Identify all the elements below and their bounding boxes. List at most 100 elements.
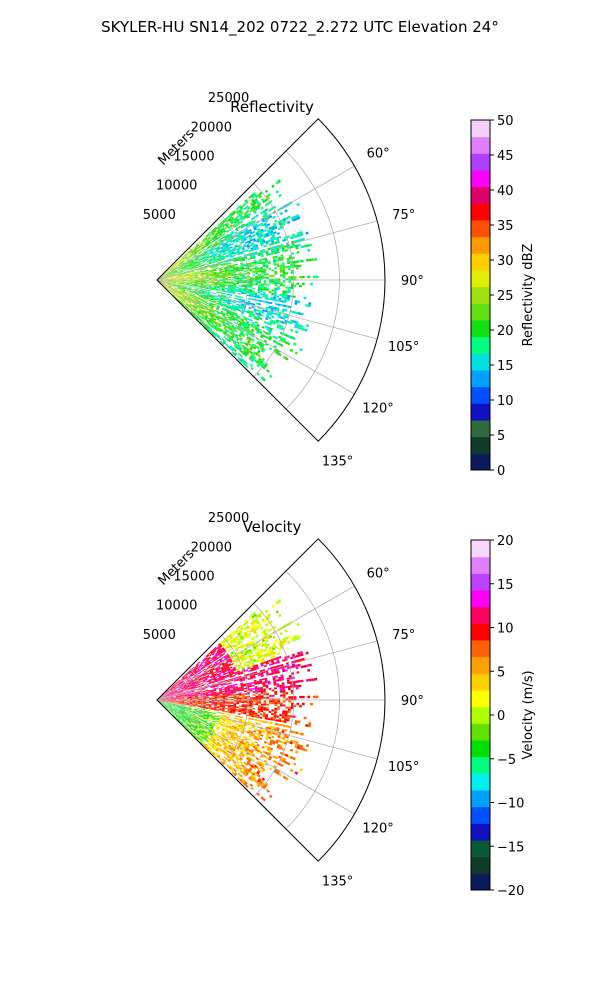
data-cell bbox=[216, 251, 220, 254]
data-cell bbox=[229, 240, 233, 243]
data-cell bbox=[240, 207, 244, 211]
data-cell bbox=[264, 609, 269, 614]
data-cell bbox=[196, 244, 199, 247]
data-cell bbox=[263, 229, 267, 232]
data-cell bbox=[271, 240, 275, 244]
data-cell bbox=[203, 244, 207, 248]
data-cell bbox=[162, 278, 166, 279]
data-cell bbox=[238, 309, 242, 313]
data-cell bbox=[314, 257, 318, 261]
data-cell bbox=[255, 277, 259, 279]
data-cell bbox=[242, 235, 246, 239]
data-cell bbox=[269, 301, 273, 305]
data-cell bbox=[215, 302, 219, 305]
data-cell bbox=[241, 277, 245, 279]
data-cell bbox=[242, 315, 246, 319]
data-cell bbox=[175, 261, 178, 264]
data-cell bbox=[261, 230, 265, 234]
data-cell bbox=[181, 284, 184, 286]
data-cell bbox=[204, 245, 207, 248]
data-cell bbox=[251, 684, 255, 687]
data-cell bbox=[214, 282, 218, 283]
data-cell bbox=[233, 257, 237, 260]
data-cell bbox=[263, 282, 267, 284]
data-cell bbox=[197, 241, 201, 244]
data-cell bbox=[212, 248, 216, 251]
data-cell bbox=[258, 273, 261, 276]
data-cell bbox=[184, 275, 187, 277]
data-cell bbox=[163, 273, 166, 276]
data-cell bbox=[267, 193, 272, 197]
data-cell bbox=[287, 681, 291, 684]
data-cell bbox=[233, 286, 237, 288]
data-cell bbox=[222, 283, 226, 285]
data-cell bbox=[265, 242, 269, 245]
data-cell bbox=[210, 270, 214, 272]
data-cell bbox=[199, 680, 203, 683]
data-cell bbox=[286, 640, 291, 644]
data-cell bbox=[308, 302, 312, 305]
data-cell bbox=[169, 273, 173, 275]
data-cell bbox=[232, 265, 236, 268]
data-cell bbox=[234, 683, 238, 686]
data-cell bbox=[189, 692, 192, 694]
data-cell bbox=[224, 249, 228, 252]
data-cell bbox=[235, 229, 239, 232]
data-cell bbox=[182, 257, 185, 260]
data-cell bbox=[228, 281, 231, 283]
data-cell bbox=[257, 235, 261, 239]
data-cell bbox=[233, 277, 237, 280]
data-cell bbox=[253, 227, 258, 231]
data-cell bbox=[169, 267, 172, 270]
data-cell bbox=[235, 303, 239, 306]
data-cell bbox=[227, 271, 231, 273]
data-cell bbox=[220, 222, 224, 226]
data-cell bbox=[241, 204, 245, 208]
data-cell bbox=[169, 267, 172, 270]
data-cell bbox=[253, 226, 257, 230]
data-cell bbox=[187, 282, 190, 283]
data-cell bbox=[173, 264, 177, 267]
data-cell bbox=[189, 258, 193, 261]
data-cell bbox=[252, 246, 256, 250]
data-cell bbox=[230, 225, 234, 229]
data-cell bbox=[276, 683, 280, 686]
data-cell bbox=[202, 288, 206, 291]
data-cell bbox=[253, 233, 257, 237]
data-cell bbox=[243, 216, 247, 219]
data-cell bbox=[172, 266, 175, 269]
data-cell bbox=[195, 247, 199, 250]
data-cell bbox=[192, 282, 196, 284]
data-cell bbox=[280, 274, 283, 277]
data-cell bbox=[202, 668, 206, 671]
data-cell bbox=[278, 258, 282, 262]
data-cell bbox=[196, 244, 200, 247]
data-cell bbox=[178, 277, 182, 279]
data-cell bbox=[193, 250, 197, 253]
data-cell bbox=[173, 277, 176, 278]
data-cell bbox=[225, 244, 229, 247]
data-cell bbox=[281, 682, 285, 685]
data-cell bbox=[284, 309, 288, 312]
data-cell bbox=[247, 240, 251, 243]
data-cell bbox=[222, 224, 226, 228]
data-cell bbox=[183, 254, 186, 257]
data-cell bbox=[210, 251, 214, 254]
data-cell bbox=[266, 223, 271, 227]
data-cell bbox=[186, 273, 190, 275]
data-cell bbox=[192, 698, 196, 699]
colorbar-tick-label: 40 bbox=[497, 184, 514, 199]
data-cell bbox=[182, 269, 186, 271]
data-cell bbox=[284, 249, 288, 252]
data-cell bbox=[263, 280, 267, 283]
data-cell bbox=[296, 251, 300, 254]
data-cell bbox=[181, 261, 185, 264]
data-cell bbox=[300, 679, 304, 683]
data-cell bbox=[206, 276, 209, 278]
data-cell bbox=[269, 663, 273, 666]
data-cell bbox=[223, 263, 227, 266]
data-cell bbox=[191, 272, 195, 274]
data-cell bbox=[271, 184, 275, 188]
data-cell bbox=[245, 205, 250, 209]
data-cell bbox=[257, 203, 262, 207]
